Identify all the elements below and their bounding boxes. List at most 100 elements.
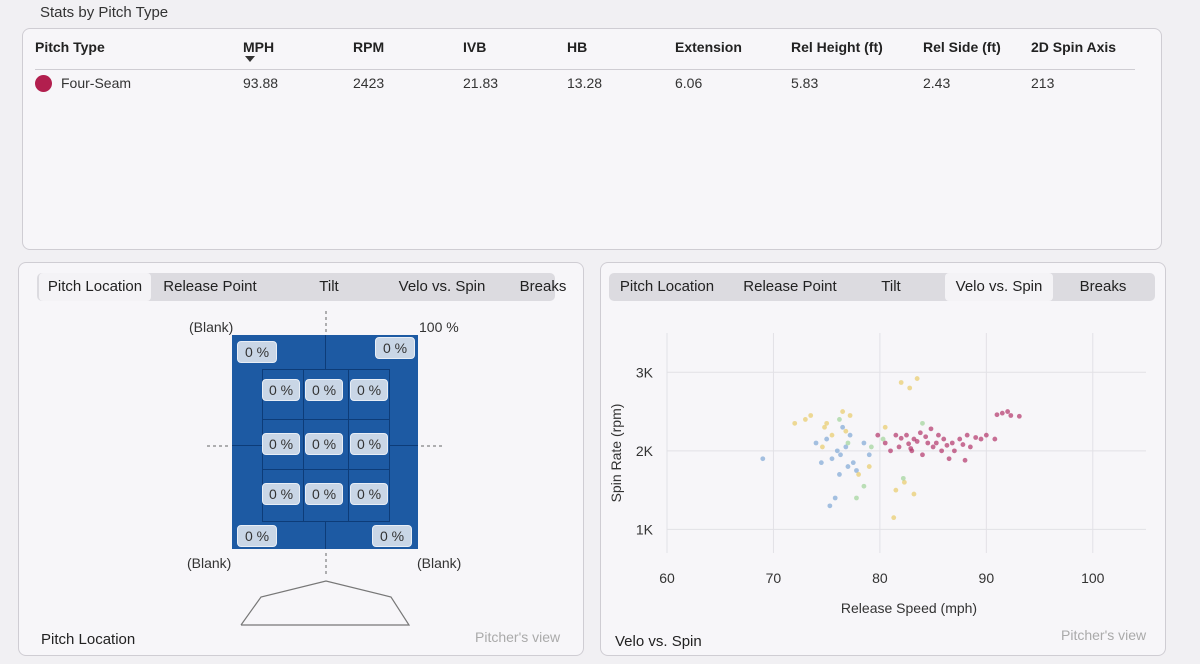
scatter-point	[900, 475, 906, 481]
scatter-point	[925, 440, 931, 446]
velo-vs-spin-panel: Pitch Location Release Point Tilt Velo v…	[600, 262, 1166, 656]
zone-grid-line	[232, 445, 262, 446]
scatter-point	[1005, 409, 1011, 414]
scatter-point	[882, 424, 888, 430]
scatter-point	[827, 503, 833, 509]
scatter-point	[847, 413, 853, 418]
col-mph[interactable]: MPH	[243, 39, 275, 55]
tab-breaks[interactable]: Breaks	[519, 278, 567, 295]
scatter-point	[824, 436, 830, 442]
scatter-point	[964, 432, 970, 438]
tab-velo-vs-spin[interactable]: Velo vs. Spin	[945, 273, 1053, 301]
zone-badge-corner-tr[interactable]: 0 %	[375, 337, 415, 359]
col-hb[interactable]: HB	[567, 39, 588, 55]
scatter-point	[838, 452, 843, 458]
zone-badge-corner-bl[interactable]: 0 %	[237, 525, 277, 547]
scatter-point	[861, 440, 867, 446]
scatter-point	[882, 440, 888, 446]
y-tick-label: 2K	[636, 443, 654, 459]
x-tick-label: 80	[872, 570, 888, 586]
tab-release-point[interactable]: Release Point	[163, 278, 257, 295]
zone-badge[interactable]: 0 %	[305, 483, 343, 505]
x-tick-label: 60	[659, 570, 675, 586]
cell-mph: 93.88	[243, 75, 279, 91]
scatter-point	[813, 440, 819, 446]
zone-badge[interactable]: 0 %	[262, 483, 300, 505]
left-footer-title: Pitch Location	[41, 631, 136, 648]
header-divider	[35, 69, 1135, 70]
tab-release-point[interactable]: Release Point	[743, 278, 837, 295]
col-extension[interactable]: Extension	[675, 39, 742, 55]
tab-velo-vs-spin[interactable]: Velo vs. Spin	[398, 278, 486, 295]
col-pitch-type[interactable]: Pitch Type	[35, 39, 105, 55]
scatter-point	[856, 472, 861, 477]
col-spin-axis[interactable]: 2D Spin Axis	[1031, 39, 1117, 55]
tab-tilt[interactable]: Tilt	[881, 278, 901, 295]
zone-guides	[207, 311, 443, 626]
scatter-point	[930, 444, 936, 450]
blank-label-top-left: (Blank)	[189, 319, 234, 335]
section-title: Stats by Pitch Type	[40, 4, 169, 21]
scatter-point	[760, 456, 766, 462]
scatter-point	[820, 444, 825, 450]
scatter-point	[891, 515, 897, 521]
zone-badge[interactable]: 0 %	[350, 483, 388, 505]
zone-grid-line	[262, 521, 390, 522]
scatter-point	[898, 380, 904, 385]
cell-spin-axis: 213	[1031, 75, 1055, 91]
scatter-point	[962, 457, 968, 463]
zone-badge[interactable]: 0 %	[305, 433, 343, 455]
scatter-point	[875, 432, 881, 438]
scatter-point	[933, 440, 939, 446]
scatter-point	[994, 412, 1000, 418]
scatter-point	[999, 410, 1005, 416]
scatter-point	[907, 385, 913, 391]
scatter-point	[847, 432, 853, 438]
scatter-point	[939, 448, 945, 454]
scatter-point	[992, 436, 998, 442]
zone-grid-line	[389, 369, 390, 521]
col-rel-height[interactable]: Rel Height (ft)	[791, 39, 883, 55]
y-axis-label: Spin Rate (rpm)	[608, 404, 624, 503]
col-rpm[interactable]: RPM	[353, 39, 385, 55]
scatter-point	[845, 440, 851, 446]
scatter-point	[861, 483, 867, 489]
top-right-percent: 100 %	[419, 319, 459, 335]
zone-badge[interactable]: 0 %	[262, 379, 300, 401]
scatter-point	[845, 464, 851, 469]
col-ivb[interactable]: IVB	[463, 39, 487, 55]
scatter-point	[967, 444, 973, 450]
zone-grid-line	[348, 369, 349, 521]
scatter-point	[834, 448, 840, 454]
scatter-point	[898, 435, 904, 441]
scatter-point	[944, 442, 950, 448]
right-footer-title: Velo vs. Spin	[615, 633, 702, 650]
scatter-point	[920, 420, 925, 426]
zone-badge-corner-br[interactable]: 0 %	[372, 525, 412, 547]
scatter-point	[822, 424, 827, 430]
zone-badge[interactable]: 0 %	[305, 379, 343, 401]
scatter-point	[917, 430, 923, 436]
scatter-point	[911, 491, 917, 497]
tab-pitch-location[interactable]: Pitch Location	[39, 273, 151, 301]
y-tick-label: 1K	[636, 521, 654, 537]
tab-breaks[interactable]: Breaks	[1079, 278, 1127, 295]
x-tick-label: 90	[979, 570, 995, 586]
scatter-point	[901, 479, 907, 485]
tab-tilt[interactable]: Tilt	[319, 278, 339, 295]
scatter-point	[949, 440, 955, 446]
sort-desc-icon	[245, 56, 255, 62]
zone-badge[interactable]: 0 %	[350, 379, 388, 401]
stats-table-panel: Pitch Type MPH RPM IVB HB Extension Rel …	[22, 28, 1162, 250]
zone-badge[interactable]: 0 %	[350, 433, 388, 455]
left-footer-note: Pitcher's view	[475, 629, 561, 645]
col-rel-side[interactable]: Rel Side (ft)	[923, 39, 1001, 55]
scatter-point	[960, 442, 966, 447]
scatter-point	[1008, 413, 1014, 418]
scatter-point	[973, 435, 979, 440]
scatter-point	[866, 464, 872, 469]
zone-badge[interactable]: 0 %	[262, 433, 300, 455]
tab-pitch-location[interactable]: Pitch Location	[619, 278, 715, 295]
scatter-point	[978, 436, 984, 442]
zone-badge-corner-tl[interactable]: 0 %	[237, 341, 277, 363]
